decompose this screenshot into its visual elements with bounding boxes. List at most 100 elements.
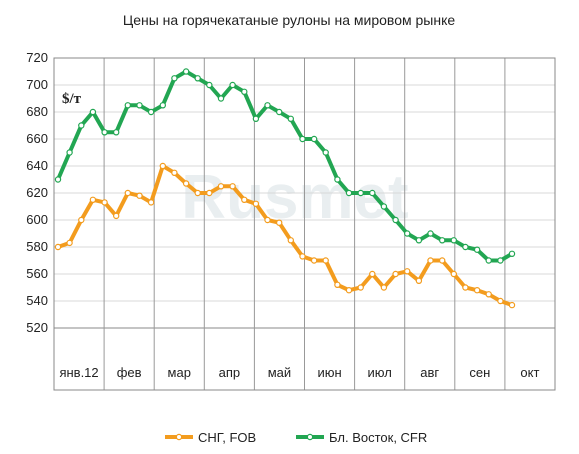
data-point (66, 149, 73, 156)
y-axis: 520 540 560 580 600 620 640 660 680 700 720 (26, 50, 48, 335)
x-tick-label: окт (520, 365, 539, 380)
data-point (101, 129, 108, 136)
chart-title: Цены на горячекатаные рулоны на мировом … (123, 12, 456, 28)
data-point (497, 257, 504, 264)
y-tick-label: 660 (26, 131, 48, 146)
data-point (485, 257, 492, 264)
data-point (357, 189, 364, 197)
x-tick-label: сен (469, 365, 490, 380)
data-point (508, 250, 516, 257)
data-point (299, 135, 306, 143)
x-tick-label: авг (420, 365, 439, 380)
data-point (415, 277, 423, 284)
data-point (264, 102, 271, 109)
data-point (462, 284, 469, 291)
data-point (439, 237, 446, 244)
series-2 (54, 68, 516, 264)
data-point (508, 301, 516, 309)
series-line (56, 69, 514, 263)
legend-label: СНГ, FOB (198, 430, 256, 445)
data-point (252, 115, 260, 123)
data-point (252, 200, 260, 207)
data-point (112, 129, 120, 136)
data-point (54, 176, 62, 183)
plot-area (53, 57, 556, 391)
data-point (334, 176, 341, 183)
x-tick-label: апр (219, 365, 241, 380)
data-point (287, 115, 294, 123)
data-point (473, 246, 481, 253)
data-point (380, 203, 388, 210)
data-point (171, 75, 178, 82)
data-point (497, 297, 504, 305)
data-point (229, 81, 236, 89)
data-point (66, 239, 73, 247)
data-point (392, 216, 399, 224)
data-point (89, 108, 97, 116)
data-point (78, 216, 85, 224)
y-tick-label: 680 (26, 104, 48, 119)
data-point (345, 189, 353, 197)
data-point (264, 216, 271, 224)
y-tick-label: 720 (26, 50, 48, 65)
y-tick-label: 520 (26, 320, 48, 335)
data-point (124, 102, 132, 109)
series-layer (54, 68, 516, 309)
data-point (369, 270, 376, 278)
y-tick-label: 700 (26, 77, 48, 92)
data-point (310, 257, 318, 264)
data-point (299, 253, 306, 260)
unit-label: $/т (62, 91, 82, 107)
data-point (415, 237, 423, 244)
data-point (473, 287, 481, 294)
legend-marker (306, 433, 314, 441)
x-tick-label: мар (168, 365, 191, 380)
data-point (392, 270, 399, 278)
data-point (54, 243, 62, 251)
series-1 (54, 162, 516, 309)
data-point (147, 108, 155, 116)
data-point (194, 75, 201, 82)
y-tick-label: 620 (26, 185, 48, 200)
x-tick-label: янв.12 (59, 365, 98, 380)
x-tick-label: май (268, 365, 291, 380)
data-point (89, 196, 97, 203)
data-point (124, 189, 132, 197)
data-point (206, 189, 213, 197)
data-point (136, 192, 143, 199)
y-tick-label: 580 (26, 239, 48, 254)
legend-label: Бл. Восток, CFR (329, 430, 427, 445)
data-point (182, 180, 190, 187)
data-point (78, 122, 85, 129)
x-axis: янв.12 фев мар апр май июн июл авг сен окт (59, 365, 539, 380)
data-point (369, 189, 376, 197)
data-point (276, 219, 283, 226)
data-point (345, 287, 353, 294)
y-tick-label: 600 (26, 212, 48, 227)
data-point (217, 183, 225, 190)
data-point (182, 68, 190, 75)
x-tick-label: фев (117, 365, 142, 380)
data-point (404, 268, 411, 275)
y-tick-label: 640 (26, 158, 48, 173)
x-tick-label: июн (317, 365, 341, 380)
legend-marker (175, 433, 183, 441)
data-point (322, 149, 329, 156)
data-point (136, 102, 143, 109)
data-point (427, 230, 434, 237)
x-tick-label: июл (367, 365, 391, 380)
data-point (159, 162, 166, 170)
data-point (194, 189, 201, 197)
data-point (427, 257, 434, 264)
data-point (439, 257, 446, 264)
data-point (229, 183, 236, 190)
data-point (450, 270, 457, 278)
data-point (241, 88, 248, 96)
series-line (56, 164, 514, 308)
month-dividers (53, 58, 556, 390)
data-point (404, 230, 411, 237)
data-point (112, 212, 120, 220)
data-point (101, 199, 108, 206)
data-point (276, 108, 283, 116)
